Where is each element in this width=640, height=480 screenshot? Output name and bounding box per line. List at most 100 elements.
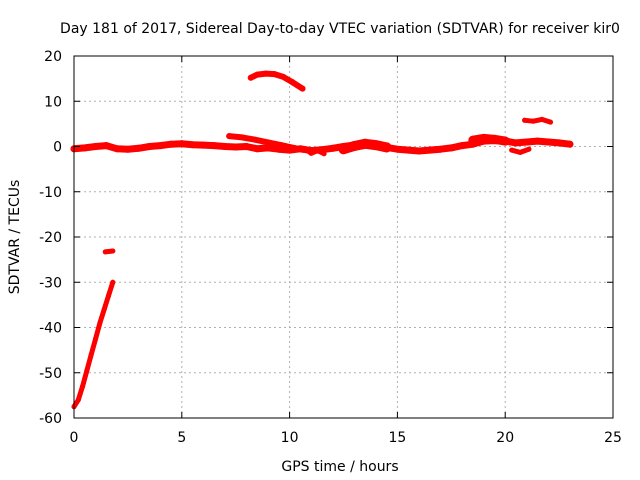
data-point [526, 146, 532, 152]
data-point [288, 78, 295, 85]
x-tick-label: 20 [496, 430, 514, 446]
grid [74, 56, 613, 418]
data-point [539, 116, 545, 122]
data-point [512, 139, 520, 147]
data-point [517, 149, 523, 155]
data-point [124, 145, 132, 153]
data-point [75, 397, 81, 403]
y-tick-label: 20 [44, 49, 62, 65]
data-point [232, 143, 240, 151]
x-tick-label: 25 [604, 430, 622, 446]
data-point [280, 73, 287, 80]
data-point [92, 143, 100, 150]
series-line [468, 133, 510, 146]
series-line [304, 147, 327, 157]
data-point [489, 134, 499, 144]
data-point [102, 249, 108, 255]
data-point [530, 118, 536, 124]
y-tick-label: -60 [39, 411, 62, 427]
data-point [106, 293, 111, 299]
data-point [523, 138, 531, 146]
data-point [522, 117, 528, 123]
series-small-arc [522, 116, 553, 125]
data-point [88, 352, 94, 358]
x-tick-label: 10 [281, 430, 299, 446]
x-tick-label: 15 [388, 430, 406, 446]
data-point [415, 147, 423, 155]
data-point [370, 140, 381, 151]
data-point [243, 143, 250, 150]
data-point [315, 148, 321, 154]
data-point [113, 145, 121, 153]
data-point [437, 145, 444, 153]
data-point [329, 144, 337, 152]
y-tick-label: 10 [44, 94, 62, 110]
data-point [199, 141, 207, 149]
series-descent [71, 279, 116, 410]
data-point [167, 140, 175, 148]
data-point [349, 141, 360, 151]
series-short-dash [102, 248, 116, 255]
data-point [265, 139, 271, 146]
data-point [247, 74, 254, 81]
data-point [321, 151, 327, 157]
data-point [146, 143, 153, 150]
data-point [304, 147, 310, 153]
data-point [500, 136, 510, 146]
data-point [299, 85, 306, 92]
data-point [135, 144, 143, 152]
data-point [81, 144, 89, 152]
data-point [101, 306, 107, 312]
data-point [80, 383, 86, 389]
data-point [110, 279, 116, 285]
y-axis-label: SDTVAR / TECUs [7, 180, 23, 295]
data-point [102, 142, 110, 150]
y-tick-label: -10 [39, 185, 62, 201]
data-point [253, 145, 261, 153]
series-line [71, 279, 116, 410]
y-tick-label: -50 [39, 366, 62, 382]
data-point [97, 320, 103, 326]
data-point [210, 142, 218, 150]
data-point [84, 368, 90, 373]
data-point [555, 139, 563, 147]
data-point [393, 145, 401, 153]
data-point [226, 133, 233, 140]
series-lower-wiggle [304, 147, 327, 157]
data-point [381, 142, 392, 153]
data-point [544, 138, 552, 146]
series-thick-band [338, 138, 392, 155]
data-point [479, 133, 489, 143]
data-point [156, 142, 164, 150]
data-point [404, 146, 412, 154]
data-point [426, 146, 434, 154]
y-tick-label: -30 [39, 275, 62, 291]
data-point [308, 150, 314, 156]
data-point [110, 248, 116, 254]
data-point [239, 134, 246, 141]
data-point [509, 147, 515, 153]
axis-tick-labels: 0 5 10 15 20 25 -60 -50 -40 -30 -20 -10 0 10 20 [39, 49, 622, 446]
data-point [534, 137, 541, 145]
data-point [189, 141, 197, 149]
data-series [70, 70, 574, 410]
chart-title: Day 181 of 2017, Sidereal Day-to-day VTE… [60, 21, 620, 37]
data-point [278, 142, 284, 149]
axis-ticks [73, 55, 614, 419]
data-point [548, 119, 553, 125]
series-arc [247, 70, 306, 92]
data-point [458, 142, 466, 150]
series-upper-branch [226, 133, 306, 153]
data-point [338, 144, 349, 155]
data-point [93, 336, 99, 342]
data-point [566, 140, 574, 148]
y-tick-label: 0 [53, 140, 62, 156]
series-upper-band [468, 133, 510, 146]
y-tick-label: -40 [39, 321, 62, 337]
data-point [290, 144, 297, 151]
data-point [221, 143, 229, 150]
x-axis-label: GPS time / hours [281, 459, 398, 475]
data-point [468, 135, 478, 145]
data-point [299, 146, 306, 153]
